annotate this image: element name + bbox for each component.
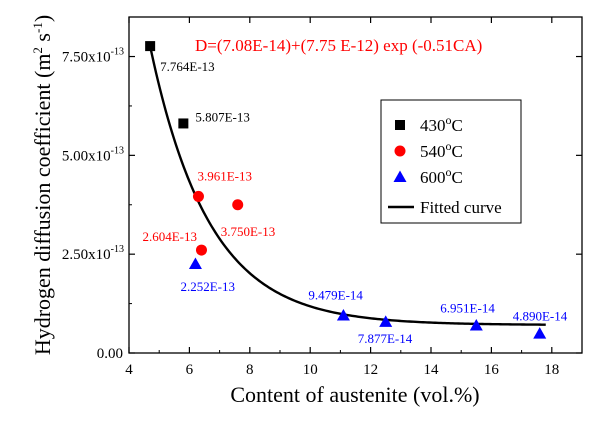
data-labels: 7.764E-13 5.807E-13 3.961E-13 3.750E-13 2.60…: [142, 59, 567, 346]
y-tick-label: 2.50x10-13: [62, 244, 124, 263]
x-tick-label: 6: [186, 362, 194, 378]
x-tick-label: 4: [125, 362, 133, 378]
fit-equation: D=(7.08E-14)+(7.75 E-12) exp (-0.51CA): [195, 36, 482, 55]
y-tick-label: 0.00: [97, 346, 123, 362]
x-tick-label: 18: [544, 362, 559, 378]
plot-frame: [128, 16, 583, 354]
data-label: 3.961E-13: [197, 168, 252, 183]
legend-marker-square: [395, 120, 405, 130]
data-point-triangle: [469, 319, 483, 331]
x-tick-label: 8: [246, 362, 254, 378]
data-point-circle: [195, 244, 207, 256]
data-point-triangle: [533, 327, 547, 339]
fit-layer: [148, 46, 546, 326]
data-label: 5.807E-13: [195, 109, 250, 124]
data-point-circle: [232, 199, 244, 211]
data-label: 6.951E-14: [440, 301, 495, 316]
x-axis-ticks: 4 6 8 10 12 14 16 18: [125, 17, 583, 378]
legend-label: 430oC: [420, 113, 463, 135]
data-point-triangle: [336, 309, 350, 321]
data-label: 7.877E-14: [358, 331, 413, 346]
legend-marker-triangle: [393, 170, 407, 182]
data-point-triangle: [188, 257, 202, 269]
legend-marker-circle: [394, 145, 406, 157]
y-axis-label: Hydrogen diffusion coefficient (m2 s-1): [30, 15, 55, 355]
data-label: 9.479E-14: [308, 288, 363, 303]
data-label: 2.604E-13: [142, 229, 197, 244]
x-tick-label: 10: [303, 362, 318, 378]
legend-label: 540oC: [420, 139, 463, 161]
data-point-square: [145, 41, 156, 52]
x-tick-label: 16: [484, 362, 500, 378]
data-point-square: [178, 118, 189, 129]
data-point-triangle: [379, 315, 393, 327]
y-axis-ticks: 0.00 2.50x10-13 5.00x10-13 7.50x10-13: [62, 47, 582, 362]
legend: 430oC 540oC 600oC Fitted curve: [380, 99, 522, 224]
data-label: 7.764E-13: [160, 59, 215, 74]
y-tick-label: 7.50x10-13: [62, 47, 124, 66]
data-label: 2.252E-13: [180, 279, 235, 294]
fitted-curve: [148, 46, 546, 326]
data-point-circle: [192, 190, 204, 202]
legend-label: Fitted curve: [420, 198, 502, 217]
data-label: 4.890E-14: [513, 309, 568, 324]
y-tick-label: 5.00x10-13: [62, 145, 124, 164]
x-tick-label: 14: [424, 362, 440, 378]
x-tick-label: 12: [363, 362, 378, 378]
data-marks: [145, 41, 547, 339]
data-label: 3.750E-13: [221, 224, 276, 239]
x-axis-label: Content of austenite (vol.%): [230, 382, 479, 407]
legend-label: 600oC: [420, 165, 463, 187]
